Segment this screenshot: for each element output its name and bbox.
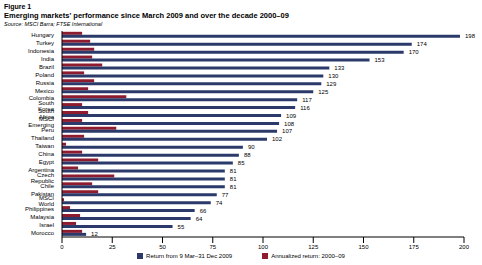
- svg-text:Israel: Israel: [39, 222, 54, 228]
- svg-text:77: 77: [222, 192, 229, 198]
- svg-text:25: 25: [109, 244, 116, 250]
- svg-text:50: 50: [159, 244, 166, 250]
- svg-text:Egypt: Egypt: [39, 159, 55, 165]
- svg-text:Chile: Chile: [40, 183, 54, 189]
- svg-text:Philippines: Philippines: [25, 206, 54, 212]
- svg-text:107: 107: [282, 128, 293, 134]
- svg-text:12: 12: [91, 231, 98, 237]
- svg-text:Malaysia: Malaysia: [30, 214, 54, 220]
- svg-text:Poland: Poland: [35, 72, 54, 78]
- svg-text:Hungary: Hungary: [31, 32, 54, 38]
- svg-text:81: 81: [230, 184, 237, 190]
- svg-text:81: 81: [230, 176, 237, 182]
- svg-text:0: 0: [60, 244, 64, 250]
- svg-text:81: 81: [230, 168, 237, 174]
- svg-text:China: China: [38, 151, 54, 157]
- svg-text:90: 90: [248, 144, 255, 150]
- svg-text:Turkey: Turkey: [36, 40, 54, 46]
- svg-text:125: 125: [318, 89, 329, 95]
- svg-text:66: 66: [200, 208, 207, 214]
- svg-text:Peru: Peru: [41, 127, 54, 133]
- svg-text:88: 88: [244, 152, 251, 158]
- svg-text:Russia: Russia: [36, 80, 55, 86]
- svg-text:Taiwan: Taiwan: [35, 143, 54, 149]
- svg-text:117: 117: [302, 97, 312, 103]
- svg-text:Morocco: Morocco: [31, 230, 55, 236]
- svg-text:100: 100: [258, 244, 269, 250]
- svg-text:116: 116: [300, 105, 310, 111]
- svg-text:85: 85: [238, 160, 245, 166]
- svg-text:153: 153: [375, 57, 386, 63]
- svg-text:150: 150: [358, 244, 369, 250]
- svg-text:75: 75: [209, 244, 216, 250]
- svg-text:198: 198: [465, 33, 474, 39]
- svg-text:Mexico: Mexico: [35, 88, 55, 94]
- svg-text:109: 109: [286, 113, 297, 119]
- svg-text:125: 125: [308, 244, 319, 250]
- svg-text:129: 129: [326, 81, 337, 87]
- svg-text:Thailand: Thailand: [31, 135, 54, 141]
- svg-text:133: 133: [334, 65, 345, 71]
- svg-text:175: 175: [409, 244, 420, 250]
- svg-text:170: 170: [409, 49, 420, 55]
- svg-text:Brazil: Brazil: [39, 64, 54, 70]
- svg-text:130: 130: [328, 73, 339, 79]
- svg-text:74: 74: [216, 200, 223, 206]
- svg-text:64: 64: [196, 216, 203, 222]
- svg-text:200: 200: [459, 244, 470, 250]
- svg-text:India: India: [41, 56, 55, 62]
- svg-text:174: 174: [417, 41, 428, 47]
- svg-text:55: 55: [178, 224, 185, 230]
- svg-text:Indonesia: Indonesia: [28, 48, 55, 54]
- svg-text:102: 102: [272, 136, 283, 142]
- svg-text:108: 108: [284, 121, 295, 127]
